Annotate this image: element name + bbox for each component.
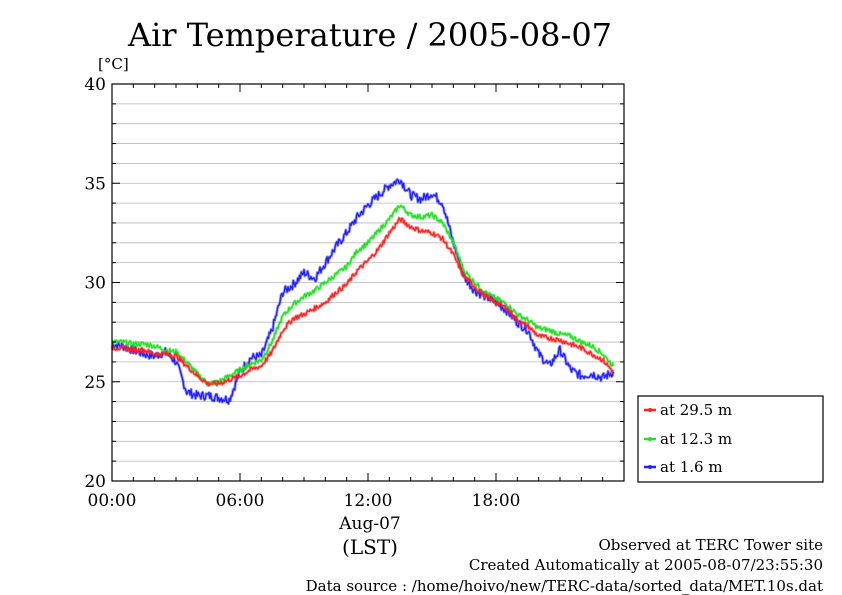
y-tick-label-25: 25 [84, 373, 106, 393]
axis-ticks [111, 83, 625, 482]
footer-source: Data source : /home/hoivo/new/TERC-data/… [306, 577, 823, 595]
x-tick-label-0600: 06:00 [216, 491, 265, 511]
y-axis-unit-label: [°C] [98, 55, 129, 73]
legend-label-12-3m: at 12.3 m [660, 430, 732, 448]
y-tick-label-40: 40 [84, 75, 106, 95]
chart-title: Air Temperature / 2005-08-07 [127, 16, 612, 54]
legend-box [637, 395, 824, 483]
y-tick-label-30: 30 [84, 274, 106, 294]
legend-marker [648, 465, 652, 469]
footer-site: Observed at TERC Tower site [598, 536, 823, 554]
legend-marker [648, 437, 652, 441]
series-line-1 [111, 204, 614, 387]
series-line-0 [111, 217, 614, 387]
y-tick-label-20: 20 [84, 472, 106, 492]
series-line-halo [111, 204, 615, 387]
footer-created: Created Automatically at 2005-08-07/23:5… [469, 556, 823, 574]
x-tick-label-0000: 00:00 [88, 491, 137, 511]
y-tick-label-35: 35 [84, 174, 106, 194]
legend-marker [648, 408, 652, 412]
legend-label-29-5m: at 29.5 m [660, 401, 732, 419]
legend: at 29.5 m at 12.3 m at 1.6 m [637, 395, 824, 483]
series-layer [110, 177, 615, 406]
x-tick-label-1800: 18:00 [472, 491, 521, 511]
series-line-2 [111, 178, 614, 405]
x-axis-date-label: Aug-07 [338, 514, 400, 534]
x-axis-timezone-label: (LST) [342, 535, 398, 559]
legend-label-1-6m: at 1.6 m [660, 458, 723, 476]
x-tick-label-1200: 12:00 [344, 491, 393, 511]
grid-lines [112, 103, 624, 462]
